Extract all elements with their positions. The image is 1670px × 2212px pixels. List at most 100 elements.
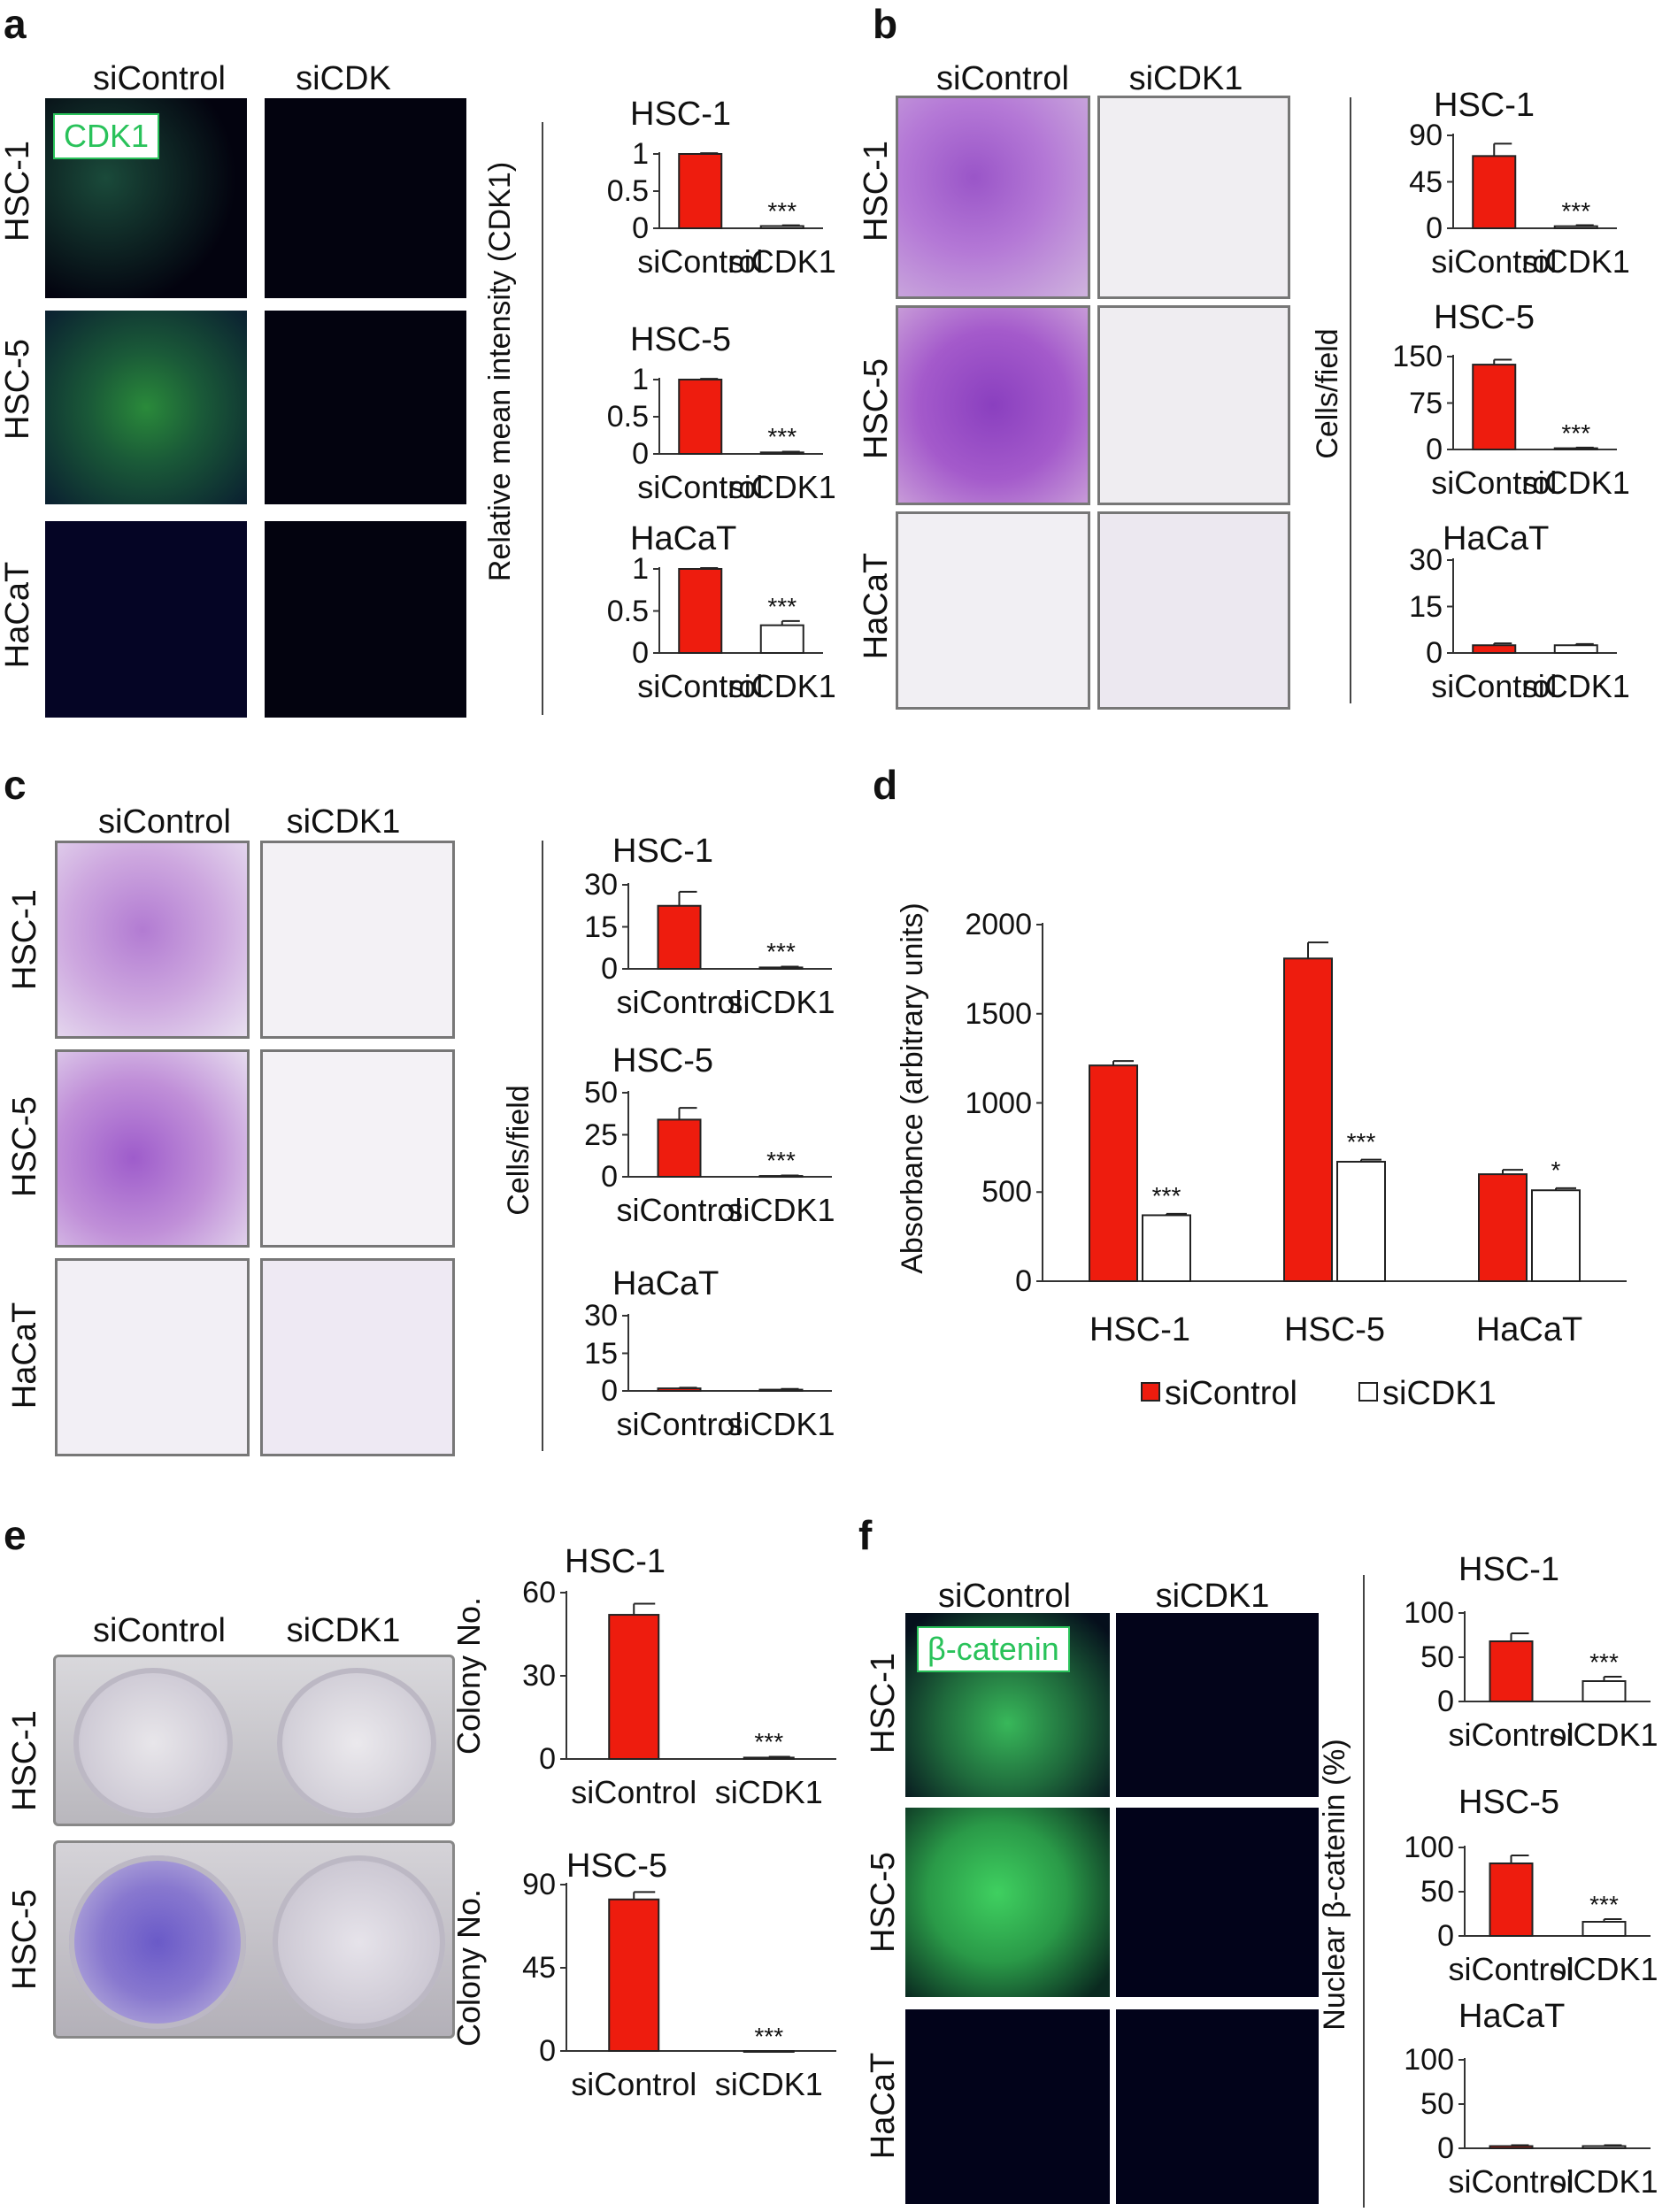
chart-a1-sig-siCDK1: *** (767, 196, 797, 225)
chart-b2-category-siCDK1: siCDK1 (1521, 465, 1630, 501)
panel-f-image-hsc1-sicdk1 (1113, 1610, 1321, 1800)
chart-b2-y-tick-label: 75 (1409, 386, 1443, 420)
chart-a2-bar-siCDK1 (759, 451, 804, 456)
panel-d-legend-sicdk1: siCDK1 (1382, 1375, 1497, 1412)
chart-d-sig-HSC-5: *** (1346, 1127, 1376, 1156)
chart-c1-bar-siControl (657, 904, 702, 970)
chart-c2-y-tick-label: 50 (584, 1076, 618, 1110)
panel-letter-b: b (873, 1, 898, 47)
chart-f1-bar-siControl (1489, 1640, 1534, 1702)
panel-letter-c: c (4, 762, 27, 808)
chart-e2-category-siControl: siControl (571, 2066, 697, 2102)
chart-f2-y-tick-label: 50 (1420, 1875, 1454, 1909)
panel-f-overlay-beta-catenin: β-catenin (917, 1626, 1070, 1672)
chart-a2-sig-siCDK1: *** (767, 423, 797, 451)
chart-e2-bar-siCDK1 (743, 2050, 795, 2053)
chart-e1-category-siControl: siControl (571, 1774, 697, 1810)
chart-b1-y-tick-label: 90 (1409, 119, 1443, 152)
panel-b-image-hacat-sicontrol (896, 511, 1090, 710)
chart-d-sig-HaCaT: * (1551, 1156, 1561, 1184)
chart-d-legend-swatch-sicdk1 (1358, 1382, 1378, 1402)
chart-e2-y-tick-label: 0 (539, 2034, 556, 2068)
panel-f-col-title-sicontrol: siControl (938, 1578, 1071, 1615)
chart-f2-sig-siCDK1: *** (1589, 1891, 1619, 1918)
chart-a2-y-tick-label: 0 (632, 437, 649, 471)
chart-f2-category-siControl: siControl (1448, 1951, 1574, 1987)
panel-e-col-title-sicontrol: siControl (93, 1612, 226, 1649)
chart-e1-bar-siControl (608, 1614, 660, 1760)
chart-b3-title: HaCaT (1443, 520, 1550, 557)
chart-b3-y-tick-label: 0 (1426, 636, 1443, 670)
chart-f1-bar-siCDK1 (1581, 1680, 1627, 1702)
chart-b3-y-tick-label: 30 (1409, 543, 1443, 577)
panel-c-image-hsc5-sicontrol (55, 1049, 250, 1248)
chart-a1-y-tick-label: 0.5 (606, 174, 649, 208)
panel-e-col-title-sicdk1: siCDK1 (286, 1612, 401, 1649)
panel-c-col-title-sicontrol: siControl (98, 803, 231, 841)
panel-a-image-hsc5-sicdk (262, 308, 469, 507)
chart-a2-bar-siControl (678, 379, 723, 455)
chart-d-bar-siCDK1-HaCaT (1531, 1189, 1581, 1282)
panel-f-col-title-sicdk1: siCDK1 (1155, 1578, 1270, 1615)
chart-b2-y-tick-label: 0 (1426, 433, 1443, 466)
chart-a2-category-siCDK1: siCDK1 (727, 469, 836, 505)
chart-b2-category-siControl: siControl (1431, 465, 1558, 501)
panel-f-divider (1363, 1575, 1365, 2208)
chart-d-y-tick-label: 0 (1015, 1264, 1032, 1298)
chart-b1-bar-siCDK1 (1553, 225, 1598, 230)
chart-f1-title: HSC-1 (1458, 1551, 1560, 1588)
panel-b-image-hsc5-sicontrol (896, 305, 1090, 505)
chart-a1-title: HSC-1 (630, 96, 732, 133)
chart-e1-title: HSC-1 (565, 1543, 666, 1580)
chart-d-y-tick-label: 2000 (965, 908, 1032, 941)
chart-a1-bar-siCDK1 (759, 225, 804, 229)
chart-c2-y-tick-label: 0 (601, 1160, 618, 1194)
chart-d-category-HaCaT: HaCaT (1475, 1311, 1583, 1348)
chart-f1-y-tick-label: 0 (1437, 1685, 1454, 1718)
chart-b2-bar-siControl (1472, 364, 1517, 451)
chart-f3-y-tick-label: 50 (1420, 2087, 1454, 2121)
panel-a-col-title-sicontrol: siControl (93, 60, 226, 97)
panel-c-image-hsc1-sicdk1 (260, 841, 455, 1039)
chart-e1-category-siCDK1: siCDK1 (714, 1774, 823, 1810)
chart-a2-y-tick-label: 1 (632, 363, 649, 396)
chart-f1-category-siControl: siControl (1448, 1717, 1574, 1753)
panel-c-col-title-sicdk1: siCDK1 (286, 803, 401, 841)
chart-c1-y-tick-label: 15 (584, 910, 618, 944)
panel-a-image-hsc1-sicdk (262, 96, 469, 301)
chart-b3-category-siCDK1: siCDK1 (1521, 668, 1630, 704)
chart-d-y-tick-label: 500 (981, 1175, 1032, 1210)
chart-a3-sig-siCDK1: *** (767, 592, 797, 620)
chart-b1-category-siControl: siControl (1431, 243, 1558, 280)
chart-e2-sig-siCDK1: *** (754, 2023, 784, 2050)
chart-b1-y-tick-label: 0 (1426, 211, 1443, 245)
chart-c1-title: HSC-1 (612, 833, 714, 870)
panel-letter-f: f (858, 1512, 873, 1558)
panel-e-image-hsc5-plate (53, 1840, 455, 2039)
panel-e-image-hsc1-plate (53, 1655, 455, 1826)
panel-c-divider (542, 841, 543, 1451)
chart-b1-category-siCDK1: siCDK1 (1521, 243, 1630, 280)
chart-d-bar-siCDK1-HSC-1 (1142, 1214, 1191, 1282)
chart-a2-y-tick-label: 0.5 (606, 400, 649, 434)
panel-a-image-hsc5-sicontrol (42, 308, 250, 507)
chart-a1-category-siCDK1: siCDK1 (727, 243, 836, 280)
chart-c3-bar-siCDK1 (758, 1388, 804, 1393)
panel-b-col-title-sicdk1: siCDK1 (1128, 60, 1243, 97)
chart-a3-y-tick-label: 0.5 (606, 594, 649, 628)
panel-a-image-hacat-sicontrol (42, 518, 250, 720)
chart-b3-bar-siCDK1 (1553, 644, 1598, 654)
chart-d-bar-siControl-HSC-1 (1089, 1064, 1138, 1283)
panel-b-image-hsc1-sicdk1 (1097, 96, 1290, 299)
chart-f2-bar-siControl (1489, 1863, 1534, 1937)
chart-d-category-HSC-5: HSC-5 (1283, 1311, 1386, 1348)
panel-a-col-title-sicdk: siCDK (296, 60, 391, 97)
panel-b-image-hsc1-sicontrol (896, 96, 1090, 299)
chart-d-y-tick-label: 1500 (965, 996, 1032, 1031)
chart-c1-sig-siCDK1: *** (766, 938, 796, 966)
chart-d-bar-siControl-HaCaT (1478, 1173, 1528, 1282)
chart-f2-title: HSC-5 (1458, 1784, 1560, 1821)
panel-b-divider (1350, 97, 1351, 703)
